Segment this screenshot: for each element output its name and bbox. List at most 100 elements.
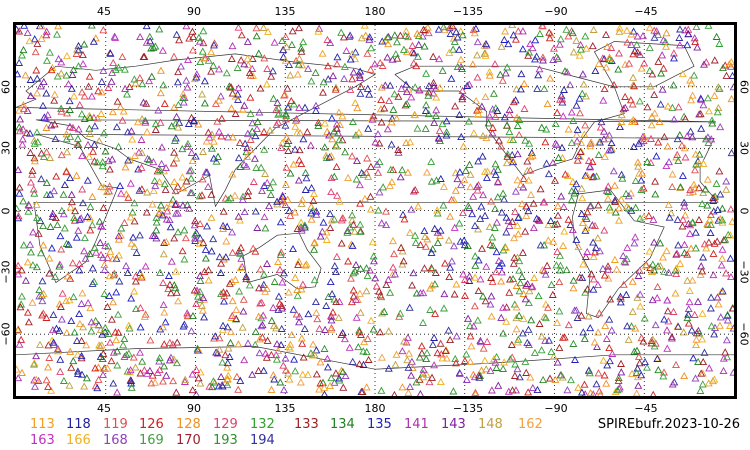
observation-marker bbox=[327, 374, 336, 382]
observation-marker bbox=[394, 145, 403, 153]
observation-marker bbox=[635, 266, 644, 274]
observation-marker bbox=[595, 309, 604, 317]
observation-marker bbox=[63, 272, 72, 280]
observation-marker bbox=[157, 201, 165, 209]
observation-marker bbox=[482, 133, 491, 142]
observation-marker bbox=[236, 263, 245, 272]
observation-marker bbox=[438, 119, 447, 128]
observation-marker bbox=[208, 383, 217, 391]
observation-marker bbox=[518, 329, 527, 337]
observation-marker bbox=[261, 224, 270, 232]
observation-marker bbox=[678, 171, 687, 179]
observation-marker bbox=[524, 325, 533, 333]
observation-marker bbox=[624, 335, 633, 343]
observation-marker bbox=[411, 185, 420, 194]
observation-marker bbox=[356, 89, 365, 97]
observation-marker bbox=[727, 148, 734, 157]
observation-marker bbox=[520, 79, 529, 87]
observation-marker bbox=[330, 172, 339, 180]
observation-marker bbox=[709, 207, 718, 215]
observation-marker bbox=[359, 170, 368, 178]
observation-marker bbox=[190, 75, 199, 83]
observation-marker bbox=[42, 376, 51, 384]
observation-marker bbox=[506, 355, 515, 363]
observation-marker bbox=[685, 229, 694, 237]
observation-marker bbox=[98, 253, 107, 261]
observation-marker bbox=[451, 354, 460, 363]
observation-marker bbox=[188, 27, 197, 35]
observation-marker bbox=[58, 289, 67, 297]
observation-marker bbox=[518, 27, 527, 35]
observation-marker bbox=[589, 252, 598, 260]
observation-marker bbox=[388, 270, 397, 278]
observation-marker bbox=[576, 109, 584, 117]
observation-marker bbox=[445, 25, 454, 32]
observation-marker bbox=[141, 116, 150, 124]
observation-marker bbox=[487, 197, 496, 205]
observation-marker bbox=[466, 332, 475, 340]
observation-marker bbox=[503, 121, 512, 129]
observation-marker bbox=[198, 47, 207, 55]
observation-marker bbox=[245, 281, 254, 289]
observation-marker bbox=[169, 376, 178, 385]
observation-marker bbox=[259, 25, 268, 31]
observation-marker bbox=[24, 207, 33, 215]
observation-marker bbox=[266, 183, 275, 191]
observation-marker bbox=[672, 269, 681, 278]
observation-marker bbox=[689, 187, 697, 195]
observation-marker bbox=[54, 347, 62, 355]
observation-marker bbox=[572, 179, 581, 188]
observation-marker bbox=[475, 373, 484, 381]
observation-marker bbox=[502, 317, 511, 325]
observation-marker bbox=[297, 226, 306, 234]
observation-marker bbox=[32, 263, 41, 271]
observation-marker bbox=[455, 45, 464, 53]
observation-marker bbox=[167, 199, 176, 207]
map-panel bbox=[13, 22, 737, 399]
observation-marker bbox=[64, 240, 73, 248]
observation-marker bbox=[28, 261, 37, 269]
observation-marker bbox=[320, 344, 329, 352]
observation-marker bbox=[234, 25, 243, 31]
observation-marker bbox=[360, 25, 369, 29]
observation-marker bbox=[555, 40, 564, 48]
observation-marker bbox=[277, 324, 286, 332]
observation-marker bbox=[414, 202, 423, 210]
observation-marker bbox=[386, 165, 395, 173]
observation-marker bbox=[512, 325, 521, 333]
observation-marker bbox=[70, 92, 78, 100]
observation-marker bbox=[564, 125, 573, 133]
observation-marker bbox=[355, 71, 364, 79]
observation-marker bbox=[397, 84, 406, 92]
observation-marker bbox=[338, 214, 347, 222]
observation-marker bbox=[56, 355, 65, 363]
observation-marker bbox=[67, 84, 76, 92]
observation-marker bbox=[187, 188, 196, 197]
observation-marker bbox=[332, 141, 340, 149]
observation-marker bbox=[187, 166, 196, 174]
observation-marker bbox=[478, 152, 487, 160]
observation-marker bbox=[640, 314, 649, 322]
observation-marker bbox=[488, 123, 497, 131]
observation-marker bbox=[269, 371, 278, 379]
observation-marker bbox=[605, 55, 614, 63]
observation-marker bbox=[357, 168, 366, 177]
observation-marker bbox=[352, 260, 360, 269]
observation-marker bbox=[146, 336, 155, 344]
observation-marker bbox=[332, 252, 341, 260]
observation-marker bbox=[38, 311, 47, 319]
observation-marker bbox=[544, 303, 552, 311]
observation-marker bbox=[169, 159, 178, 167]
observation-marker bbox=[279, 52, 288, 61]
observation-marker bbox=[135, 186, 144, 194]
observation-marker bbox=[695, 159, 704, 167]
observation-marker bbox=[384, 39, 393, 48]
observation-marker bbox=[55, 326, 64, 334]
observation-marker bbox=[683, 313, 692, 322]
observation-marker bbox=[16, 25, 21, 33]
observation-marker bbox=[362, 383, 371, 391]
observation-marker bbox=[662, 29, 671, 37]
observation-marker bbox=[129, 233, 138, 241]
observation-marker bbox=[500, 358, 509, 366]
observation-marker bbox=[83, 212, 92, 220]
